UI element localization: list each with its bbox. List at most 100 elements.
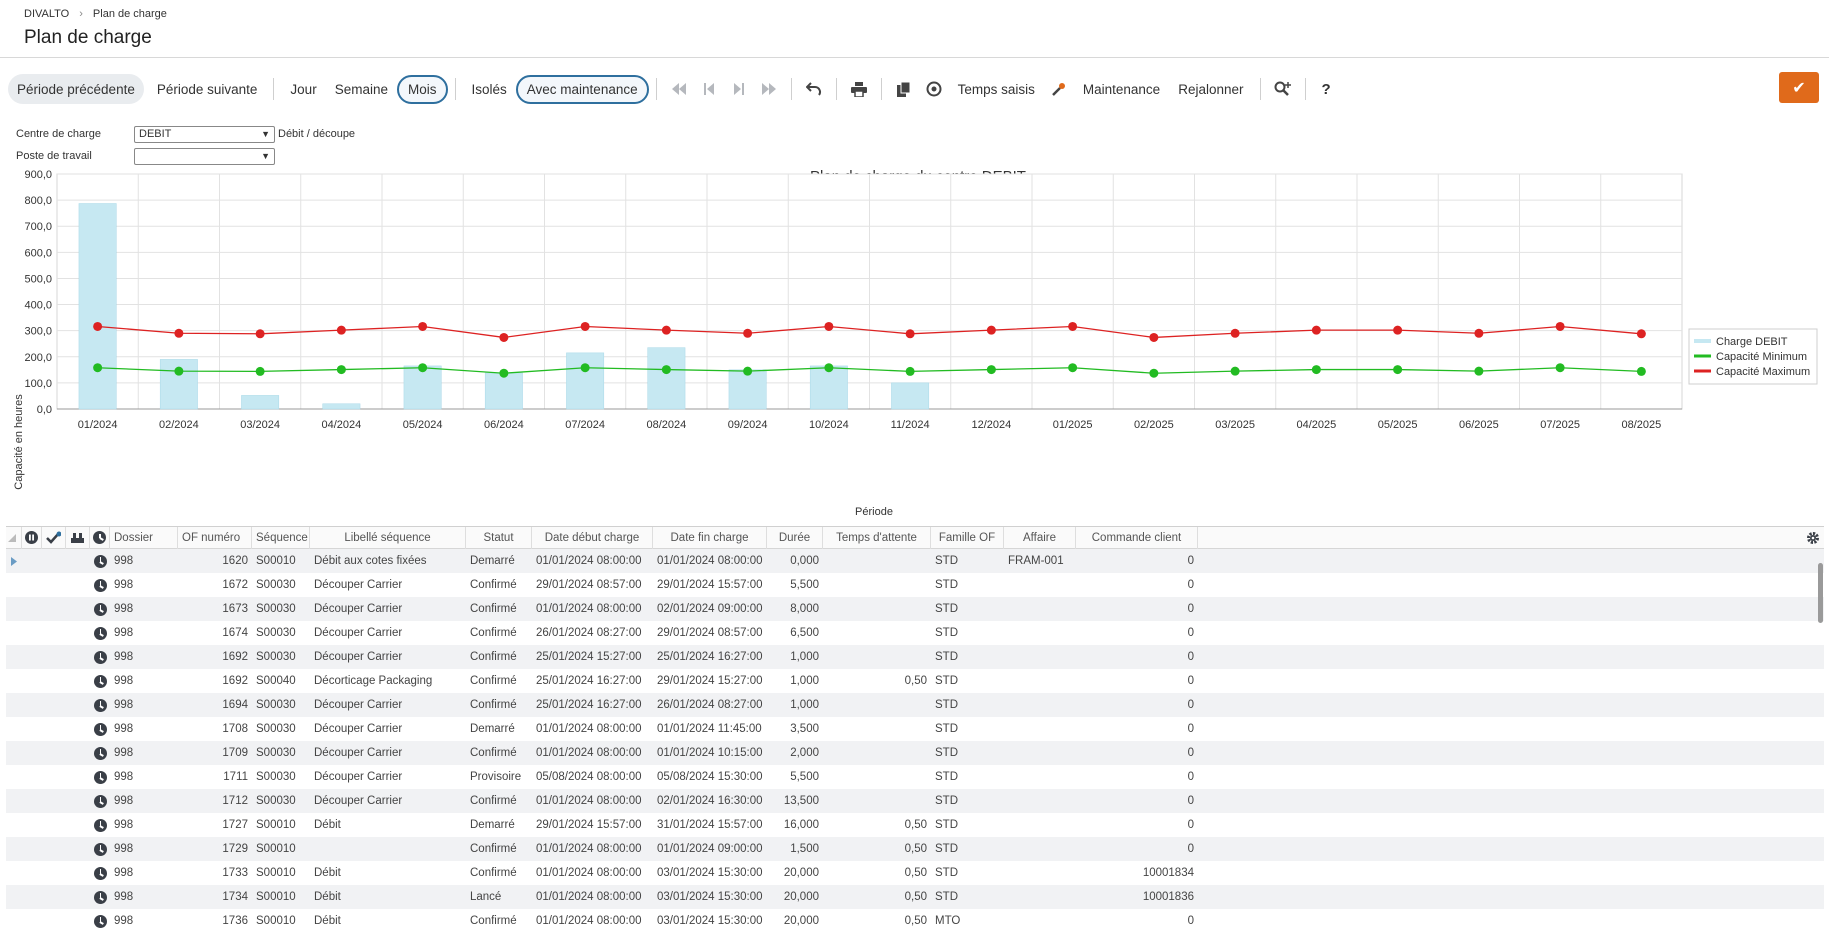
validate-operation-icon[interactable] [42,526,66,549]
copy-icon[interactable] [889,74,919,104]
first-page-icon[interactable] [664,74,694,104]
table-row[interactable]: 998 1736 S00010 Débit Confirmé 01/01/2024 08:… [6,909,1824,933]
data-point[interactable] [1393,325,1403,335]
row-selector[interactable] [6,693,22,717]
undo-icon[interactable] [799,74,829,104]
col-of-family[interactable]: Famille OF [931,526,1004,549]
data-point[interactable] [1149,332,1159,342]
clock-icon[interactable] [90,597,110,621]
data-point[interactable] [661,325,671,335]
workstation-icon[interactable] [66,526,90,549]
table-row[interactable]: 998 1674 S00030 Découper Carrier Confirmé 26/… [6,621,1824,645]
row-selector[interactable] [6,765,22,789]
data-point[interactable] [824,363,834,373]
previous-period-button[interactable]: Période précédente [8,74,144,104]
row-selector[interactable] [6,621,22,645]
clock-icon[interactable] [90,645,110,669]
bar-charge-debit[interactable] [809,365,848,410]
col-end-date[interactable]: Date fin charge [653,526,767,549]
table-row[interactable]: 998 1712 S00030 Découper Carrier Confirmé 01/… [6,789,1824,813]
data-point[interactable] [905,366,915,376]
week-view-button[interactable]: Semaine [334,81,388,97]
table-row[interactable]: 998 1692 S00040 Décorticage Packaging Confir… [6,669,1824,693]
table-row[interactable]: 998 1708 S00030 Découper Carrier Demarré 01/0… [6,717,1824,741]
data-point[interactable] [418,321,428,331]
data-point[interactable] [255,366,265,376]
clock-icon[interactable] [90,909,110,933]
row-selector[interactable] [6,885,22,909]
data-point[interactable] [1068,321,1078,331]
center-select[interactable]: DEBIT ▼ [134,125,275,143]
zoom-in-icon[interactable] [1268,74,1298,104]
table-row[interactable]: 998 1709 S00030 Découper Carrier Confirmé 01/… [6,741,1824,765]
target-icon[interactable] [919,74,949,104]
data-point[interactable] [1230,328,1240,338]
clock-icon[interactable] [90,717,110,741]
table-row[interactable]: 998 1620 S00010 Débit aux cotes fixées Demar… [6,549,1824,573]
bar-charge-debit[interactable] [322,403,361,410]
clock-icon[interactable] [90,573,110,597]
scrollbar-thumb[interactable] [1818,563,1823,623]
table-row[interactable]: 998 1729 S00010 Confirmé 01/01/2024 08:00:00… [6,837,1824,861]
data-point[interactable] [743,366,753,376]
data-point[interactable] [1311,365,1321,375]
maintenance-button[interactable]: Maintenance [1082,81,1161,97]
gear-icon[interactable] [1802,531,1824,545]
row-selector[interactable] [6,573,22,597]
data-point[interactable] [1474,328,1484,338]
help-button[interactable]: ? [1321,80,1331,98]
bar-charge-debit[interactable] [566,352,605,410]
table-row[interactable]: 998 1711 S00030 Découper Carrier Provisoire 0… [6,765,1824,789]
row-selector[interactable] [6,789,22,813]
validate-check-button[interactable]: ✔ [1779,72,1819,103]
previous-page-icon[interactable] [694,74,724,104]
data-point[interactable] [1068,363,1078,373]
col-customer-order[interactable]: Commande client [1076,526,1198,549]
post-select[interactable]: ▼ [134,147,275,165]
row-selector[interactable] [6,741,22,765]
clock-icon[interactable] [90,669,110,693]
data-point[interactable] [905,329,915,339]
data-point[interactable] [93,321,103,331]
table-row[interactable]: 998 1694 S00030 Découper Carrier Confirmé 25/… [6,693,1824,717]
data-point[interactable] [580,321,590,331]
time-entered-button[interactable]: Temps saisis [957,81,1035,97]
print-icon[interactable] [844,74,874,104]
next-period-button[interactable]: Période suivante [156,81,258,97]
table-row[interactable]: 998 1673 S00030 Découper Carrier Confirmé 01/… [6,597,1824,621]
data-point[interactable] [1555,363,1565,373]
data-point[interactable] [1636,329,1646,339]
row-selector[interactable] [6,813,22,837]
row-selector[interactable] [6,909,22,933]
table-row[interactable]: 998 1692 S00030 Découper Carrier Confirmé 25/… [6,645,1824,669]
data-point[interactable] [580,363,590,373]
data-point[interactable] [1555,321,1565,331]
data-point[interactable] [336,325,346,335]
col-sequence-label[interactable]: Libellé séquence [310,526,466,549]
isolated-button[interactable]: Isolés [471,81,507,97]
data-point[interactable] [174,366,184,376]
clock-icon[interactable] [90,621,110,645]
reschedule-button[interactable]: Rejalonner [1178,81,1244,97]
next-page-icon[interactable] [724,74,754,104]
col-start-date[interactable]: Date début charge [532,526,653,549]
data-point[interactable] [499,332,509,342]
clock-icon[interactable] [90,741,110,765]
last-page-icon[interactable] [754,74,784,104]
clock-icon[interactable] [90,693,110,717]
row-selector[interactable] [6,597,22,621]
data-point[interactable] [986,325,996,335]
col-business[interactable]: Affaire [1004,526,1076,549]
data-point[interactable] [743,328,753,338]
col-wait-time[interactable]: Temps d'attente [823,526,931,549]
bar-charge-debit[interactable] [403,365,442,410]
data-point[interactable] [824,321,834,331]
row-selector[interactable] [6,645,22,669]
bar-charge-debit[interactable] [78,203,117,410]
col-sequence[interactable]: Séquence [252,526,310,549]
table-row[interactable]: 998 1672 S00030 Découper Carrier Confirmé 29/… [6,573,1824,597]
data-point[interactable] [661,365,671,375]
clock-icon[interactable] [90,861,110,885]
bar-charge-debit[interactable] [241,395,280,410]
table-row[interactable]: 998 1733 S00010 Débit Confirmé 01/01/2024 08:… [6,861,1824,885]
